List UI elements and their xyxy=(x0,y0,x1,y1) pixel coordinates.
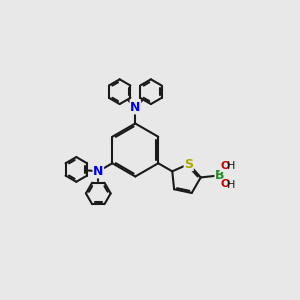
Text: S: S xyxy=(184,158,193,170)
Text: B: B xyxy=(215,169,224,182)
Text: O: O xyxy=(220,179,230,189)
Text: O: O xyxy=(220,161,230,172)
Text: H: H xyxy=(227,180,236,190)
Text: N: N xyxy=(130,101,140,114)
Text: H: H xyxy=(227,161,236,171)
Text: N: N xyxy=(93,165,104,178)
